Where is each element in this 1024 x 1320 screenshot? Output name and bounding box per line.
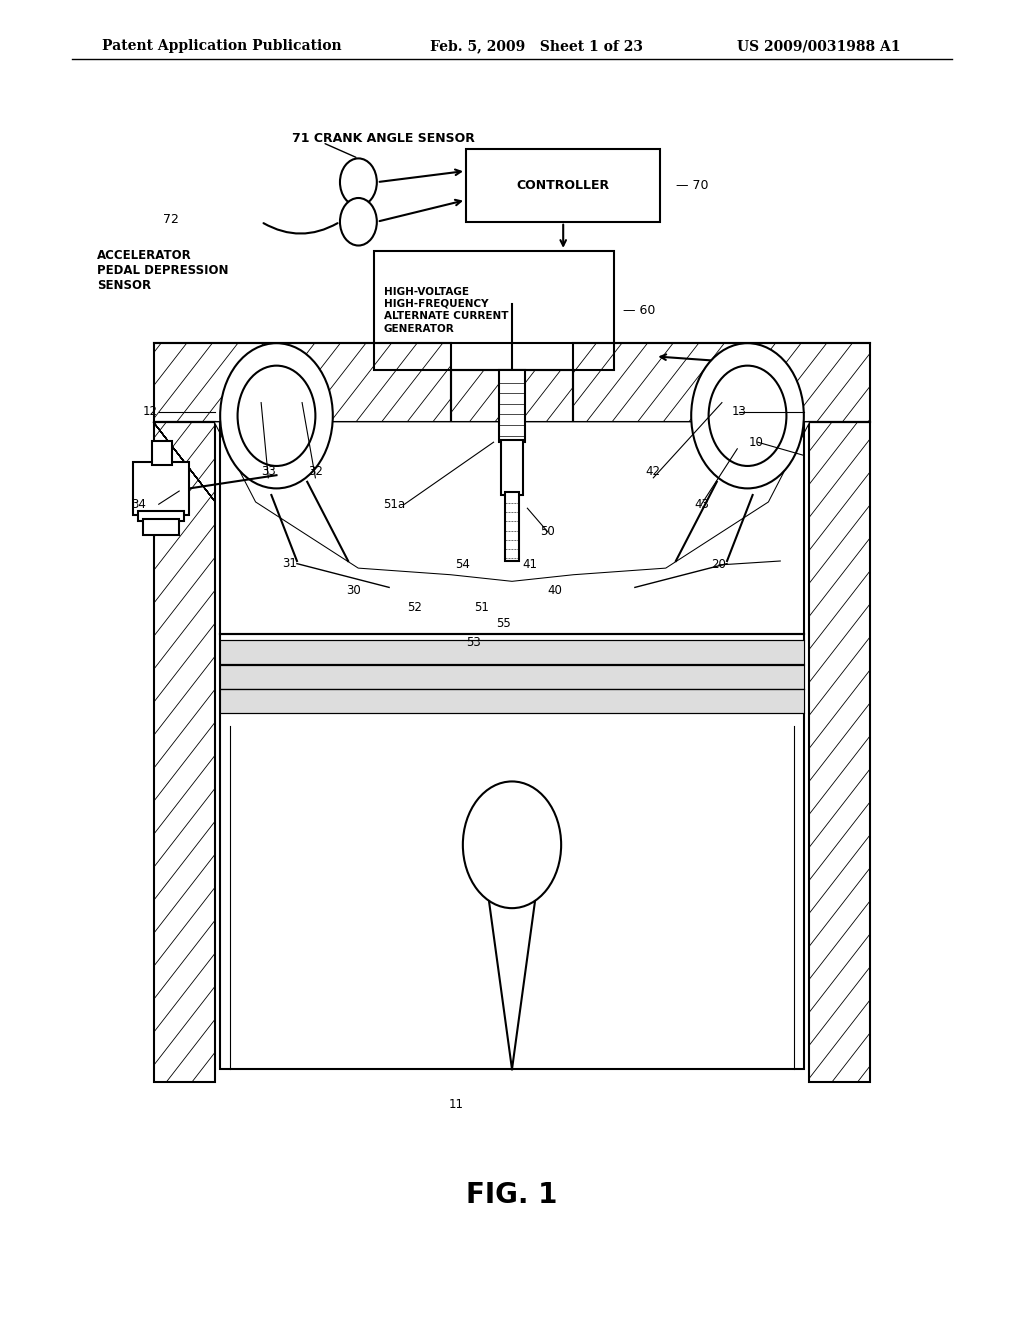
Bar	[220, 665, 804, 689]
Text: 43: 43	[694, 498, 709, 511]
Text: 11: 11	[449, 1098, 463, 1111]
Circle shape	[463, 781, 561, 908]
Bar	[499, 370, 525, 442]
Text: FIG. 1: FIG. 1	[466, 1180, 558, 1209]
Bar	[133, 462, 189, 515]
Text: 52: 52	[408, 601, 422, 614]
Circle shape	[238, 366, 315, 466]
Text: 53: 53	[466, 636, 480, 649]
Text: 55: 55	[497, 616, 511, 630]
Text: 10: 10	[749, 436, 763, 449]
Text: CONTROLLER: CONTROLLER	[517, 180, 609, 191]
Text: 51a: 51a	[383, 498, 406, 511]
Text: 13: 13	[732, 405, 746, 418]
Bar	[220, 689, 804, 713]
Text: 41: 41	[522, 558, 537, 572]
Text: 30: 30	[346, 583, 360, 597]
Text: 31: 31	[283, 557, 297, 570]
Polygon shape	[809, 422, 870, 1082]
Circle shape	[691, 343, 804, 488]
Circle shape	[340, 158, 377, 206]
Bar	[220, 634, 804, 1069]
Bar	[220, 640, 804, 664]
Circle shape	[709, 366, 786, 466]
Bar	[501, 440, 523, 495]
Polygon shape	[154, 422, 215, 1082]
Text: 72: 72	[163, 213, 179, 226]
Bar	[143, 519, 179, 535]
Bar	[505, 492, 519, 561]
Text: Patent Application Publication: Patent Application Publication	[102, 40, 342, 53]
Text: 100: 100	[748, 356, 771, 370]
Text: 34: 34	[131, 498, 145, 511]
Text: 12: 12	[143, 405, 158, 418]
Text: — 60: — 60	[623, 304, 655, 317]
Text: US 2009/0031988 A1: US 2009/0031988 A1	[737, 40, 901, 53]
Text: 71 CRANK ANGLE SENSOR: 71 CRANK ANGLE SENSOR	[292, 132, 475, 145]
Bar	[374, 251, 614, 370]
Text: 50: 50	[541, 525, 555, 539]
Text: 20: 20	[712, 558, 726, 572]
Text: ACCELERATOR
PEDAL DEPRESSION
SENSOR: ACCELERATOR PEDAL DEPRESSION SENSOR	[97, 249, 228, 292]
Text: 33: 33	[261, 465, 275, 478]
Text: Feb. 5, 2009   Sheet 1 of 23: Feb. 5, 2009 Sheet 1 of 23	[430, 40, 643, 53]
Circle shape	[220, 343, 333, 488]
Text: 32: 32	[308, 465, 323, 478]
Text: 54: 54	[456, 558, 470, 572]
Text: 42: 42	[646, 465, 660, 478]
Bar	[152, 441, 172, 465]
Bar	[466, 149, 660, 222]
Text: 51: 51	[474, 601, 488, 614]
Text: HIGH-VOLTAGE
HIGH-FREQUENCY
ALTERNATE CURRENT
GENERATOR: HIGH-VOLTAGE HIGH-FREQUENCY ALTERNATE CU…	[384, 286, 509, 334]
Circle shape	[340, 198, 377, 246]
Text: — 70: — 70	[676, 180, 709, 191]
Bar	[138, 511, 184, 521]
Text: 40: 40	[548, 583, 562, 597]
